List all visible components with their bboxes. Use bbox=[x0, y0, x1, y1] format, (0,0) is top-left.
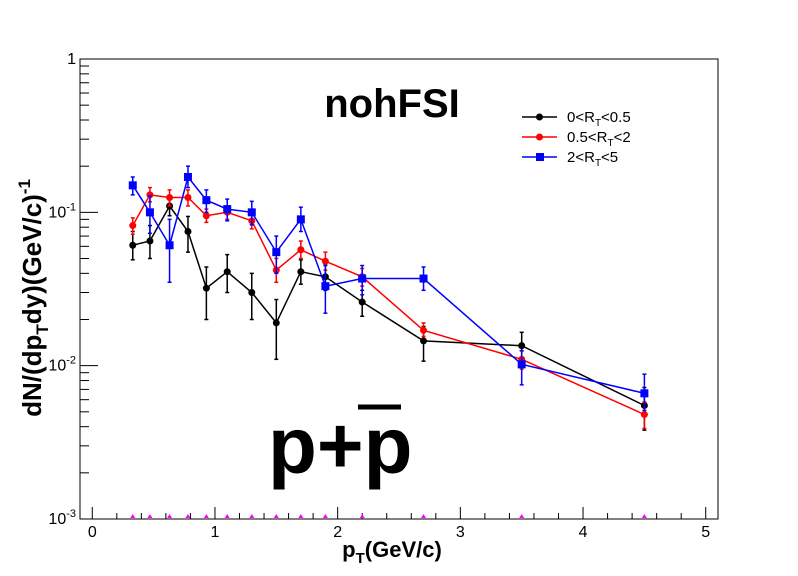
reaction-label-main: p+ bbox=[268, 401, 364, 490]
data-point bbox=[223, 268, 231, 276]
data-point bbox=[517, 360, 526, 369]
data-point bbox=[420, 337, 428, 345]
data-point bbox=[297, 246, 305, 254]
reaction-label-antiproton: p bbox=[364, 401, 413, 490]
data-point bbox=[184, 227, 192, 235]
legend: 0<RT<0.50.5<RT<22<RT<5 bbox=[522, 109, 631, 169]
data-point bbox=[129, 241, 137, 249]
baseline-marker bbox=[519, 514, 525, 518]
legend-label: 0.5<RT<2 bbox=[567, 129, 631, 149]
data-point bbox=[202, 212, 210, 220]
data-point bbox=[272, 248, 281, 257]
legend-marker bbox=[536, 133, 543, 141]
x-tick-label: 0 bbox=[88, 524, 97, 541]
data-point bbox=[166, 193, 174, 201]
legend-label: 0<RT<0.5 bbox=[567, 109, 631, 129]
data-point bbox=[129, 222, 137, 230]
baseline-markers bbox=[130, 514, 647, 518]
data-point bbox=[297, 268, 305, 276]
data-point bbox=[420, 326, 428, 334]
baseline-marker bbox=[249, 514, 255, 518]
data-point bbox=[248, 289, 256, 297]
baseline-marker bbox=[185, 514, 191, 518]
data-point bbox=[518, 342, 526, 350]
data-point bbox=[272, 319, 280, 327]
baseline-marker bbox=[130, 514, 136, 518]
series-group bbox=[128, 165, 649, 431]
y-tick-label: 10-1 bbox=[48, 201, 76, 221]
data-point bbox=[640, 389, 649, 398]
baseline-marker bbox=[298, 514, 304, 518]
y-axis-label: dN/(dpTdy)(GeV/c)-1 bbox=[15, 179, 52, 417]
x-axis-label: pT(GeV/c) bbox=[342, 537, 442, 567]
series-line bbox=[132, 204, 645, 407]
data-point bbox=[183, 172, 192, 181]
legend-marker bbox=[536, 153, 544, 161]
baseline-marker bbox=[359, 514, 365, 518]
data-point bbox=[223, 205, 232, 214]
series-3 bbox=[128, 165, 649, 412]
y-tick-label: 10-2 bbox=[48, 355, 76, 375]
series-line bbox=[132, 175, 645, 395]
series-line bbox=[132, 194, 645, 416]
legend-label: 2<RT<5 bbox=[567, 149, 618, 169]
legend-entry: 0.5<RT<2 bbox=[522, 129, 631, 149]
legend-entry: 0<RT<0.5 bbox=[522, 109, 631, 129]
x-tick-label: 4 bbox=[579, 524, 588, 541]
data-point bbox=[321, 257, 329, 265]
y-tick-label: 10-3 bbox=[48, 508, 76, 528]
x-tick-label: 5 bbox=[701, 524, 710, 541]
baseline-marker bbox=[224, 514, 230, 518]
data-point bbox=[146, 237, 154, 245]
data-point bbox=[202, 284, 210, 292]
baseline-marker bbox=[203, 514, 209, 518]
baseline-marker bbox=[273, 514, 279, 518]
data-point bbox=[640, 411, 648, 419]
data-point bbox=[358, 274, 367, 283]
chart-title: nohFSI bbox=[324, 82, 460, 126]
data-point bbox=[247, 208, 256, 217]
series-1 bbox=[129, 195, 648, 431]
legend-marker bbox=[536, 113, 543, 121]
plot-frame bbox=[79, 58, 719, 520]
baseline-marker bbox=[167, 514, 173, 518]
baseline-marker bbox=[322, 514, 328, 518]
reaction-label: p+p bbox=[268, 401, 412, 490]
x-tick-label: 3 bbox=[456, 524, 465, 541]
data-point bbox=[419, 274, 428, 283]
baseline-marker bbox=[147, 514, 153, 518]
svg-text:p+p: p+p bbox=[268, 401, 412, 490]
data-point bbox=[128, 181, 137, 190]
baseline-marker bbox=[421, 514, 427, 518]
data-point bbox=[145, 208, 154, 217]
x-tick-label: 1 bbox=[211, 524, 220, 541]
data-point bbox=[358, 298, 366, 306]
data-point bbox=[184, 193, 192, 201]
x-tick-label: 2 bbox=[333, 524, 342, 541]
y-tick-label: 1 bbox=[67, 51, 76, 68]
baseline-marker bbox=[641, 514, 647, 518]
legend-entry: 2<RT<5 bbox=[522, 149, 618, 169]
data-point bbox=[296, 215, 305, 224]
data-point bbox=[202, 196, 211, 205]
data-point bbox=[165, 241, 174, 250]
data-point bbox=[321, 282, 330, 291]
